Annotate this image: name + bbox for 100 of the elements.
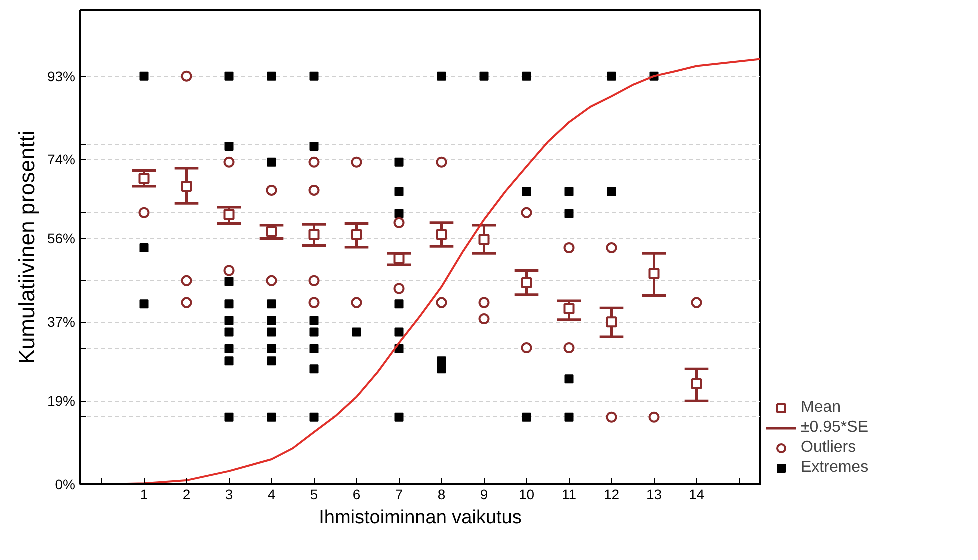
point xyxy=(648,268,660,280)
point xyxy=(140,300,149,309)
point xyxy=(606,412,618,423)
legend-label: Mean xyxy=(801,399,842,417)
point xyxy=(224,142,234,152)
point xyxy=(308,184,320,196)
point xyxy=(521,278,532,289)
point xyxy=(181,275,192,286)
point xyxy=(564,303,575,314)
y-tick-label: 0% xyxy=(55,476,76,492)
point xyxy=(522,187,532,196)
point xyxy=(478,314,490,325)
point xyxy=(310,364,319,374)
point xyxy=(224,356,234,366)
point xyxy=(394,217,405,228)
point xyxy=(266,226,278,238)
x-tick-label: 12 xyxy=(604,486,620,502)
point xyxy=(310,72,319,81)
point xyxy=(606,316,618,328)
x-tick-label: 14 xyxy=(688,486,705,502)
x-tick-label: 2 xyxy=(182,486,191,502)
point xyxy=(478,297,490,308)
legend-label: Extremes xyxy=(801,459,869,477)
point xyxy=(310,344,319,354)
x-tick-label: 4 xyxy=(268,486,276,502)
point xyxy=(394,209,404,218)
point xyxy=(266,184,278,196)
point xyxy=(224,300,234,309)
point xyxy=(224,412,234,422)
x-tick-label: 3 xyxy=(225,486,234,502)
text: ±0.95*SE xyxy=(801,419,868,437)
point xyxy=(224,265,235,276)
point xyxy=(308,156,320,168)
y-tick-label: 74% xyxy=(47,152,76,168)
point xyxy=(564,374,574,384)
point xyxy=(691,297,702,308)
point xyxy=(564,209,574,218)
x-tick-label: 5 xyxy=(310,486,318,502)
point xyxy=(394,300,404,309)
x-tick-label: 11 xyxy=(562,486,577,502)
point xyxy=(564,342,575,354)
point xyxy=(181,180,192,192)
point xyxy=(224,328,234,337)
point xyxy=(691,378,702,390)
x-tick-label: 8 xyxy=(438,486,446,502)
point xyxy=(564,242,575,254)
point xyxy=(267,316,276,326)
point xyxy=(521,207,532,218)
point xyxy=(224,344,234,354)
point xyxy=(480,72,489,81)
point xyxy=(140,243,149,252)
point xyxy=(351,297,362,308)
point xyxy=(522,412,532,422)
point xyxy=(394,187,404,196)
point xyxy=(267,158,276,167)
x-tick-label: 13 xyxy=(646,486,662,502)
point xyxy=(394,253,405,264)
y-axis-title: Kumulatiivinen prosentti xyxy=(14,130,40,364)
point xyxy=(267,356,276,366)
point xyxy=(138,207,150,218)
point xyxy=(478,234,490,246)
point xyxy=(352,328,362,337)
x-axis-title: Ihmistoiminnan vaikutus xyxy=(319,508,522,528)
point xyxy=(266,275,278,286)
x-tick-label: 6 xyxy=(352,486,361,502)
point xyxy=(308,297,320,308)
point xyxy=(224,156,235,168)
y-tick-label: 93% xyxy=(47,68,76,84)
point xyxy=(181,70,192,82)
point xyxy=(607,187,616,196)
legend-label: Outliers xyxy=(801,439,856,457)
point xyxy=(436,156,448,168)
x-tick-label: 9 xyxy=(480,486,488,502)
point xyxy=(436,229,448,240)
point xyxy=(564,412,574,422)
point xyxy=(607,72,616,81)
point xyxy=(522,72,532,81)
point xyxy=(308,229,320,240)
point xyxy=(351,156,362,168)
y-tick-label: 19% xyxy=(47,393,76,410)
point xyxy=(181,297,192,308)
point xyxy=(394,328,404,337)
point xyxy=(310,412,319,422)
point xyxy=(267,72,276,81)
x-tick-label: 10 xyxy=(518,486,535,502)
y-tick-label: 37% xyxy=(47,314,76,330)
point xyxy=(564,187,574,196)
point xyxy=(437,356,446,366)
point xyxy=(436,297,448,308)
point xyxy=(224,316,234,326)
point xyxy=(267,412,276,422)
point xyxy=(224,277,234,286)
point xyxy=(267,344,276,354)
x-tick-label: 1 xyxy=(140,486,148,502)
point xyxy=(394,283,405,294)
point xyxy=(224,209,235,220)
point xyxy=(308,275,320,286)
point xyxy=(351,229,362,240)
point xyxy=(394,412,404,422)
y-tick-label: 56% xyxy=(47,230,76,247)
